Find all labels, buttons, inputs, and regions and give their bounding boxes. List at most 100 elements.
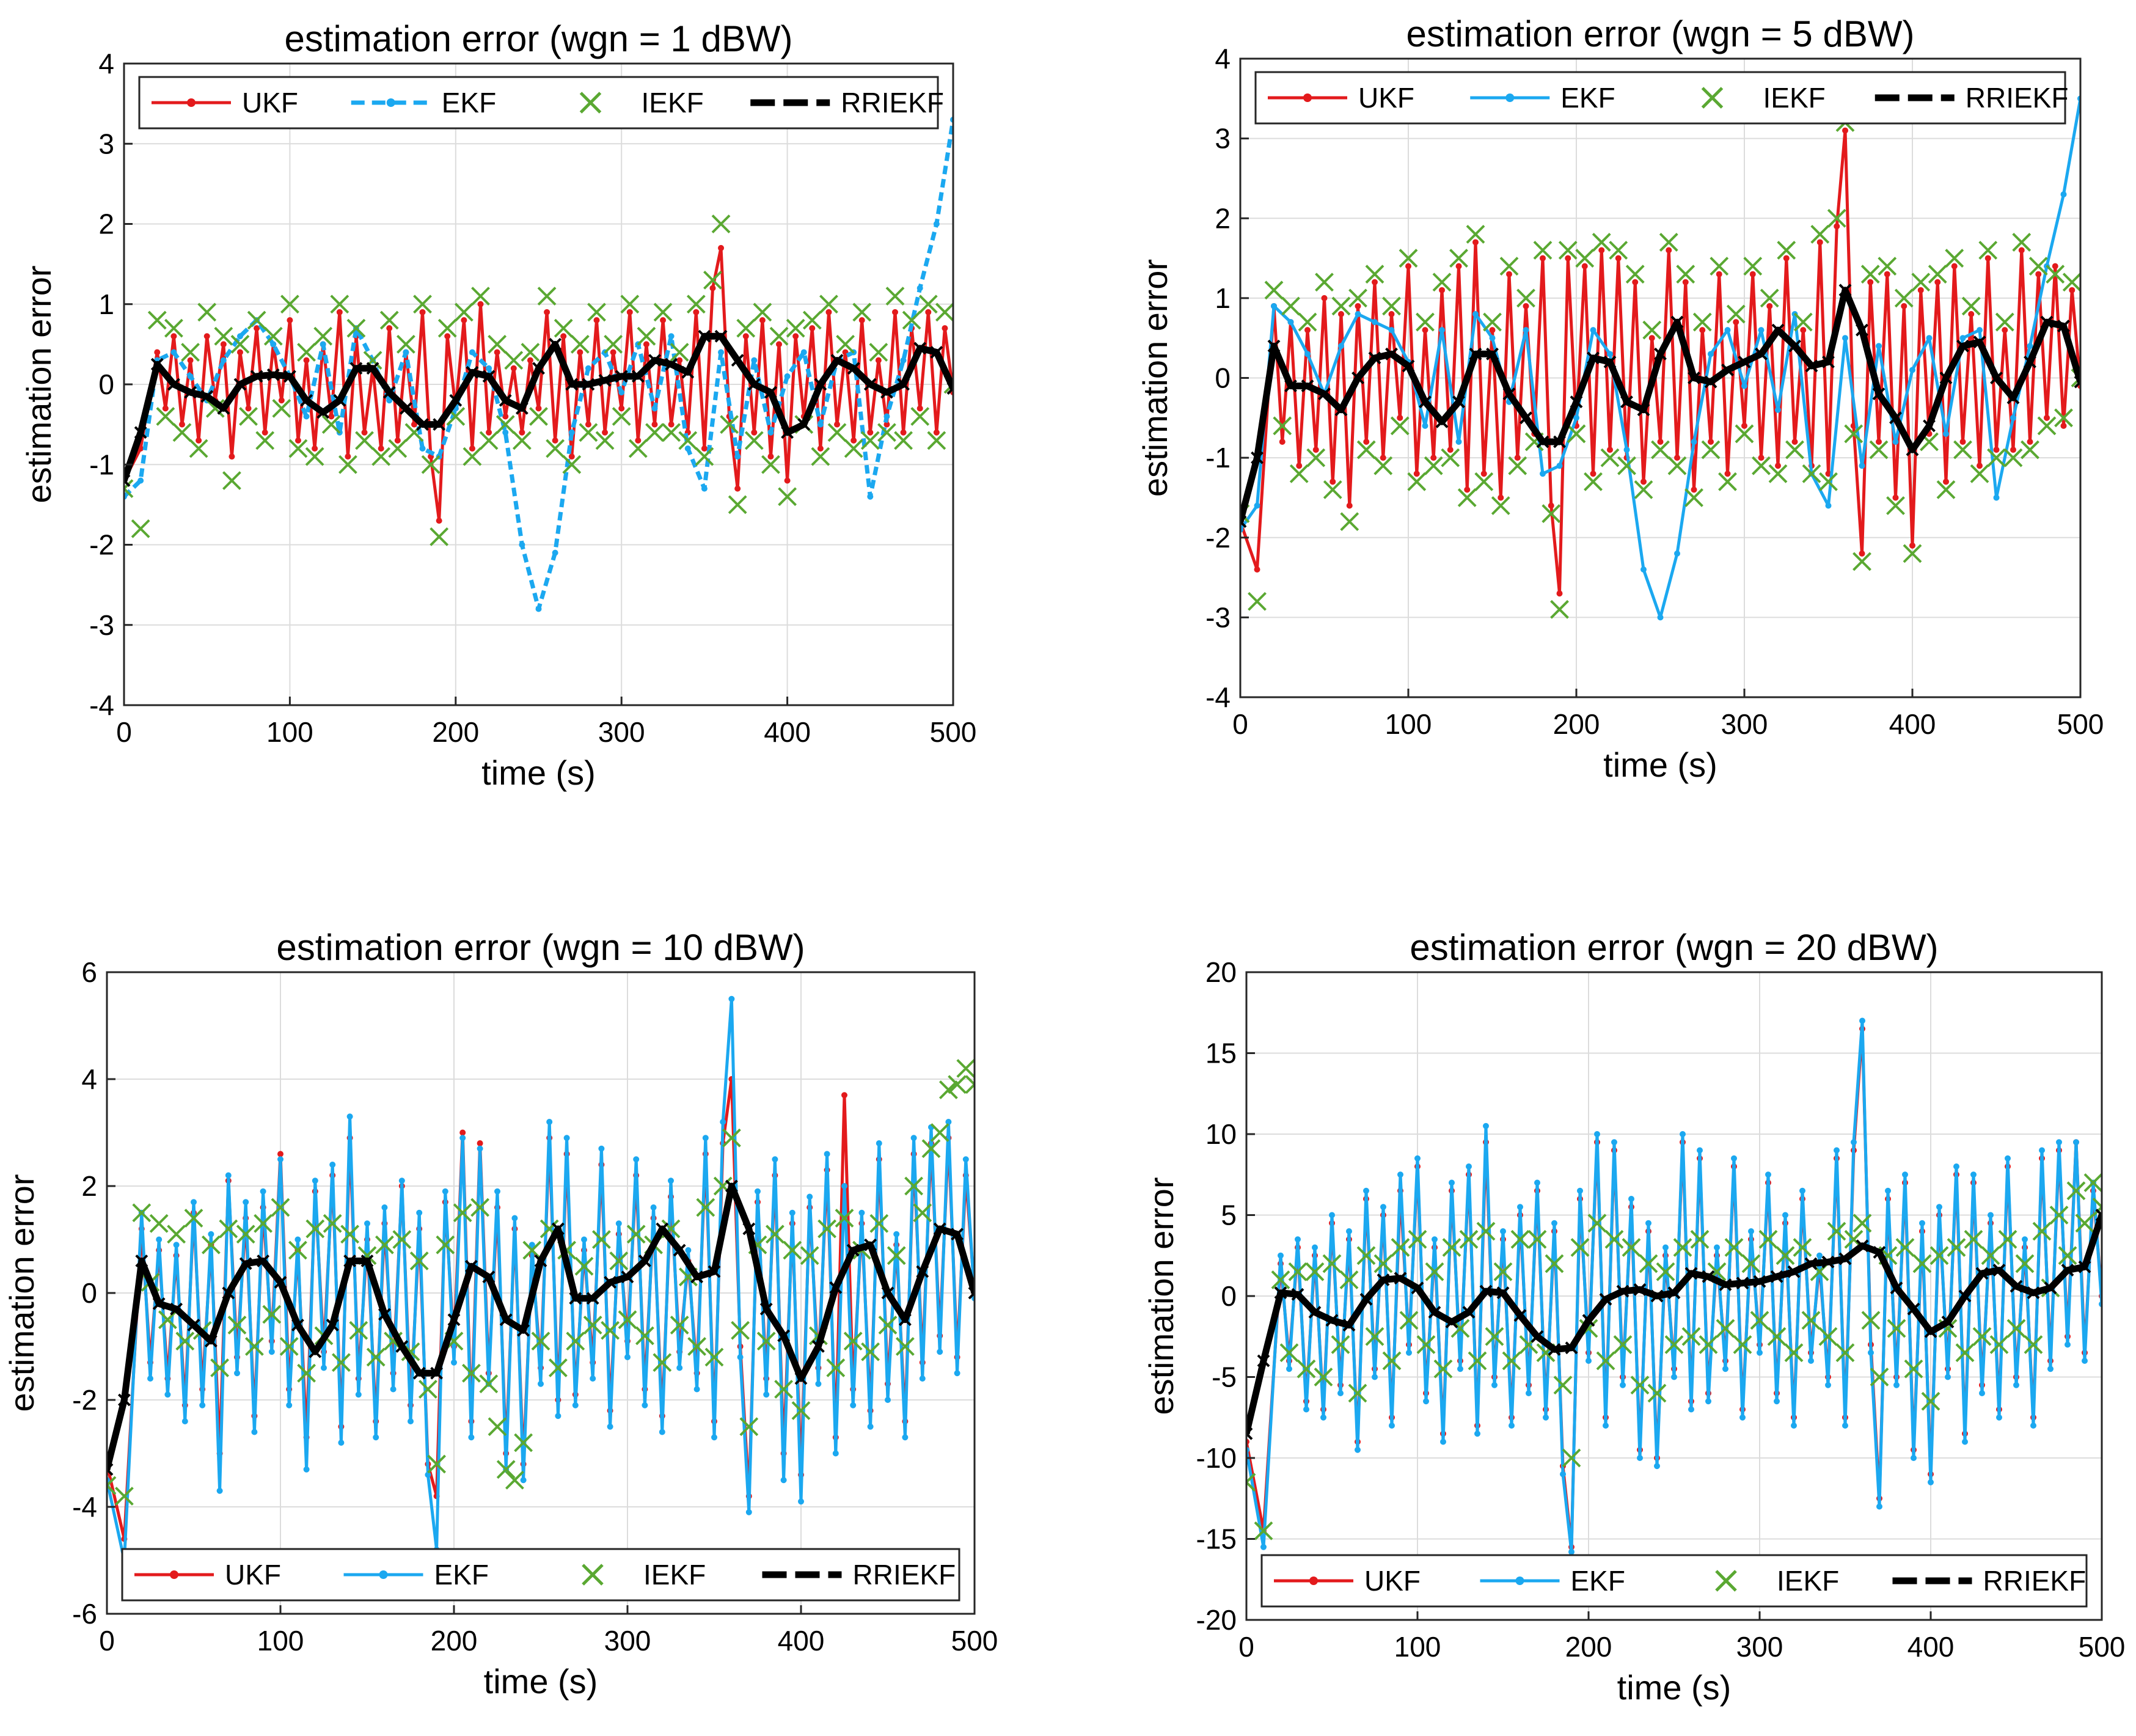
series-ukf-point [254,325,260,332]
series-ekf-point [1902,1171,1908,1178]
chart-title: estimation error (wgn = 5 dBW) [1406,13,1915,54]
series-ekf-point [1775,406,1781,413]
x-tick-label: 200 [1565,1631,1612,1663]
series-ekf-point [494,1188,500,1195]
series-ukf-point [278,397,285,404]
series-ukf-point [1959,439,1966,445]
series-ukf-point [668,421,675,428]
series-ekf-point [1254,502,1260,509]
y-tick-label: 0 [98,368,114,400]
series-ekf-point [1439,327,1445,334]
series-ukf-point [287,317,293,323]
series-ukf-point [809,325,816,332]
series-ekf-point [442,1188,448,1195]
series-ekf-point [468,1434,475,1441]
series-ukf-point [892,309,899,315]
series-ekf-point [568,429,575,436]
series-ukf-point [1397,414,1403,421]
series-ukf-point [552,437,558,444]
series-ukf-point [386,325,393,332]
legend-ukf-marker [1303,93,1312,102]
series-ekf-point [1640,566,1647,573]
series-ekf-point [1526,1390,1532,1396]
series-rriekf-markers [124,329,953,487]
series-ukf-point [1968,311,1975,317]
series-ukf-point [834,421,841,428]
series-ekf-point [1483,1123,1489,1129]
series-ukf-point [1598,247,1605,254]
series-ekf-point [552,549,558,556]
series-ukf-point [701,445,708,452]
series-ekf-point [1397,1171,1403,1178]
series-ekf-point [806,1193,813,1200]
series-ekf-point [173,1242,180,1248]
legend-ukf-marker [170,1570,178,1579]
series-ekf-point [2022,1236,2028,1243]
series-ekf-point [1911,1455,1917,1461]
series-ukf-point [494,349,500,356]
series-ekf-point [1799,1187,1805,1194]
series-ekf-point [1926,335,1933,342]
series-ukf-point [1699,327,1706,334]
series-ekf-point [702,1135,709,1141]
series-ukf-point [535,405,542,412]
series-ekf-point [2082,1358,2088,1364]
series-ukf-point [178,421,185,428]
legend-ukf-label: UKF [225,1559,281,1591]
x-tick-label: 500 [930,716,977,748]
series-ukf-point [1834,223,1840,230]
series-ekf-point [885,1397,891,1403]
series-ukf-point [1816,239,1823,246]
series-ekf-point [1962,1438,1968,1445]
series-ekf-point [1287,319,1294,326]
series-ekf-point [1893,1382,1900,1388]
series-ekf-point [321,1364,327,1371]
series-ukf-point [734,485,741,492]
series-ukf-point [262,429,268,436]
series-ukf-point [154,349,161,356]
series-ekf-point [425,1471,431,1478]
series-ukf-point [2002,327,2008,334]
x-tick-label: 0 [1238,1631,1254,1663]
series-ekf-point [1657,614,1664,621]
series-ekf-point [1988,1212,1994,1218]
series-ukf-point [626,309,633,315]
y-tick-label: -2 [89,529,114,561]
series-ukf-point [245,405,252,412]
series-ekf-point [1286,1366,1292,1372]
series-ukf-point [1380,455,1386,461]
y-tick-label: -15 [1196,1523,1237,1555]
series-ekf-point [642,1402,648,1408]
series-ekf-point [1674,550,1680,557]
series-ukf-point [1590,471,1597,477]
y-tick-label: 15 [1205,1038,1237,1069]
series-ekf-point [1457,1366,1463,1372]
series-ekf-point [850,1402,857,1408]
series-ukf-point [1984,255,1991,262]
y-tick-label: -5 [1212,1361,1237,1393]
series-ukf-point [1682,279,1689,285]
legend-ekf-marker [379,1570,388,1579]
series-ekf-point [2010,414,2016,421]
series-ukf-point [610,349,616,356]
series-ekf-point [728,995,735,1002]
series-ukf-point [2035,271,2042,277]
series-ukf-point [303,357,310,364]
series-ekf-point [1422,422,1428,429]
series-ukf-point [693,309,700,315]
series-ukf-point [676,357,683,364]
series-ukf-point [618,405,625,412]
series-ukf-point [1657,439,1664,445]
series-ekf-point [2056,1139,2062,1146]
series-ukf-point [2018,247,2025,254]
series-ekf-point [251,1429,258,1435]
chart-title: estimation error (wgn = 10 dBW) [276,927,805,968]
series-ekf-point [585,365,591,372]
series-group [1240,95,2080,621]
series-ekf-point [408,1418,414,1424]
series-ekf-point [1329,1212,1335,1218]
y-tick-label: -1 [1205,442,1231,474]
series-ekf-point [1885,1187,1891,1194]
y-tick-label: 5 [1221,1199,1237,1231]
legend-rriekf-label: RRIEKF [841,87,944,119]
